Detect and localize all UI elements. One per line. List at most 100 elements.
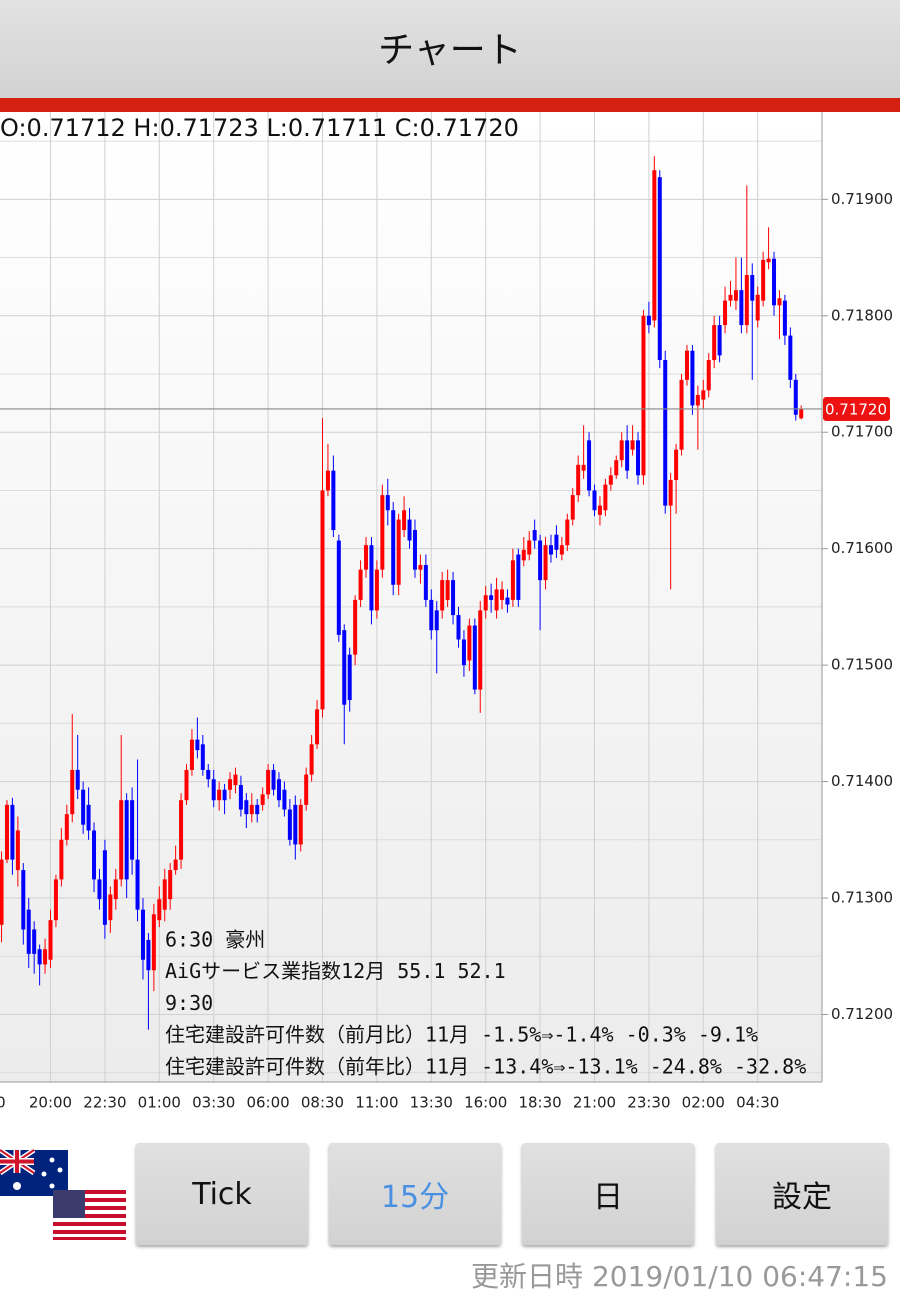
last-price-label: 0.71720 xyxy=(825,400,887,418)
candle-body xyxy=(440,580,445,611)
x-tick-label: 11:00 xyxy=(355,1094,398,1112)
candle-body xyxy=(548,545,553,555)
candle-body xyxy=(478,610,483,690)
candle-body xyxy=(162,879,167,910)
candle-body xyxy=(712,325,717,361)
candle-body xyxy=(0,859,4,925)
candle-body xyxy=(543,545,548,581)
x-tick-label: 22:30 xyxy=(83,1094,126,1112)
candle-body xyxy=(10,804,15,860)
x-tick-label: 08:30 xyxy=(301,1094,344,1112)
settings-button[interactable]: 設定 xyxy=(716,1143,888,1245)
15min-button[interactable]: 15分 xyxy=(329,1143,501,1245)
day-button[interactable]: 日 xyxy=(522,1143,694,1245)
candle-body xyxy=(298,804,303,845)
usd-flag xyxy=(53,1190,126,1240)
candle-body xyxy=(412,530,417,570)
candle-body xyxy=(217,789,222,801)
candle-body xyxy=(146,939,151,971)
candle-body xyxy=(228,779,233,790)
candle-body xyxy=(603,484,608,511)
candle-body xyxy=(179,800,184,860)
candle-body xyxy=(195,739,200,751)
candle-body xyxy=(113,879,118,900)
y-tick-label: 0.71800 xyxy=(831,306,893,324)
candles xyxy=(0,156,804,1030)
candle-body xyxy=(777,298,782,306)
candle-body xyxy=(679,379,684,450)
candle-body xyxy=(772,258,777,306)
candle-body xyxy=(108,894,113,921)
update-label: 更新日時 xyxy=(471,1260,584,1293)
candle-body xyxy=(75,769,80,790)
tick-button[interactable]: Tick xyxy=(136,1143,308,1245)
candle-body xyxy=(418,564,423,570)
candle-body xyxy=(380,495,385,570)
candle-body xyxy=(347,654,352,701)
x-tick-label: 04:30 xyxy=(736,1094,779,1112)
x-tick-label: 30 xyxy=(0,1094,6,1112)
candle-body xyxy=(587,440,592,491)
plot-area xyxy=(0,112,822,1082)
candle-body xyxy=(211,779,216,801)
candle-body xyxy=(532,530,537,541)
currency-flags xyxy=(0,1147,126,1240)
y-tick-label: 0.71700 xyxy=(831,423,893,441)
y-tick-label: 0.71900 xyxy=(831,190,893,208)
candle-body xyxy=(92,830,97,880)
candle-body xyxy=(744,275,749,326)
ohlc-readout: O:0.71712 H:0.71723 L:0.71711 C:0.71720 xyxy=(0,114,519,142)
candle-body xyxy=(320,490,325,710)
candle-body xyxy=(576,464,581,496)
x-tick-label: 16:00 xyxy=(464,1094,507,1112)
candle-body xyxy=(695,394,700,406)
candle-body xyxy=(723,300,728,326)
candle-body xyxy=(102,850,107,925)
candle-body xyxy=(37,949,42,965)
candle-body xyxy=(701,390,706,400)
candle-body xyxy=(130,800,135,860)
candle-body xyxy=(559,545,564,555)
candle-body xyxy=(521,549,526,561)
candle-body xyxy=(407,519,412,541)
x-tick-label: 23:30 xyxy=(627,1094,670,1112)
candle-body xyxy=(374,569,379,611)
candle-body xyxy=(287,809,292,840)
candle-body xyxy=(630,440,635,450)
candle-body xyxy=(668,479,673,506)
candle-body xyxy=(657,177,662,361)
candle-body xyxy=(402,510,407,531)
candle-body xyxy=(570,495,575,520)
last-price-box xyxy=(823,396,890,421)
x-tick-label: 06:00 xyxy=(246,1094,289,1112)
candle-body xyxy=(494,589,499,611)
y-tick-label: 0.71200 xyxy=(831,1005,893,1023)
candle-body xyxy=(200,744,205,770)
candle-body xyxy=(336,540,341,635)
candle-body xyxy=(271,769,276,790)
candle-body xyxy=(81,789,86,825)
candle-body xyxy=(728,294,733,301)
candle-body xyxy=(445,580,450,600)
x-tick-label: 13:30 xyxy=(410,1094,453,1112)
y-tick-label: 0.71500 xyxy=(831,656,893,674)
candle-body xyxy=(483,595,488,611)
candle-body xyxy=(592,490,597,511)
y-tick-label: 0.71600 xyxy=(831,539,893,557)
candle-body xyxy=(15,830,20,871)
candle-body xyxy=(766,258,771,263)
candle-body xyxy=(674,449,679,480)
candle-body xyxy=(581,464,586,471)
candle-body xyxy=(168,870,173,900)
x-tick-label: 01:00 xyxy=(138,1094,181,1112)
candle-body xyxy=(652,170,657,321)
candle-body xyxy=(43,949,48,965)
candle-body xyxy=(157,899,162,921)
candle-body xyxy=(385,495,390,511)
screen-title: チャート xyxy=(378,30,522,71)
chart: チャート 0.71200 0.71300 0.71400 0.71500 0.71600… xyxy=(0,0,900,1112)
candle-body xyxy=(739,290,744,326)
candle-body xyxy=(325,470,330,491)
candle-body xyxy=(500,589,505,600)
candle-body xyxy=(516,554,521,600)
